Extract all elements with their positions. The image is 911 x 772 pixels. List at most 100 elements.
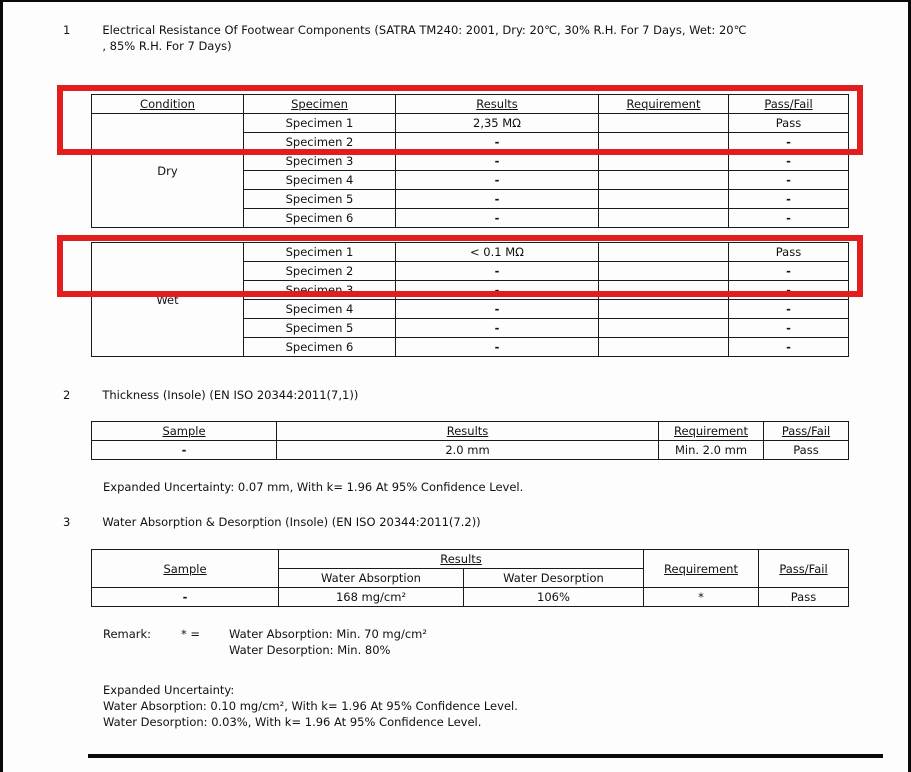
desorption-cell: 106% xyxy=(463,587,644,607)
section-2-heading: 2 Thickness (Insole) (EN ISO 20344:2011(… xyxy=(63,387,358,403)
passfail-cell: - xyxy=(728,261,849,281)
passfail-cell: - xyxy=(728,189,849,209)
col-header-results: Results xyxy=(276,421,659,441)
requirement-cell xyxy=(598,151,729,171)
col-header-specimen: Specimen xyxy=(243,94,396,114)
specimen-cell: Specimen 4 xyxy=(243,299,396,319)
specimen-cell: Specimen 3 xyxy=(243,151,396,171)
condition-cell-dry: Dry xyxy=(91,113,244,228)
table-row: Specimen 4 - - xyxy=(92,299,849,319)
remark-lines: Water Absorption: Min. 70 mg/cm² Water D… xyxy=(229,626,427,658)
sample-cell: - xyxy=(91,587,279,607)
col-header-requirement: Requirement xyxy=(658,421,764,441)
results-cell: - xyxy=(395,318,599,338)
requirement-cell xyxy=(598,299,729,319)
requirement-cell xyxy=(598,189,729,209)
table-header-row: Condition Specimen Results Requirement P… xyxy=(91,94,849,114)
table-row: Dry Specimen 1 2,35 MΩ Pass xyxy=(91,113,849,228)
specimen-cell: Specimen 6 xyxy=(243,208,396,228)
remark-block: Remark: * = Water Absorption: Min. 70 mg… xyxy=(103,626,427,658)
col-header-passfail: Pass/Fail xyxy=(728,94,849,114)
passfail-cell: Pass xyxy=(728,242,849,262)
specimen-cell: Specimen 4 xyxy=(243,170,396,190)
col-header-sample: Sample xyxy=(91,549,279,588)
condition-cell-wet: Wet xyxy=(91,242,244,357)
col-subheader-water-absorption: Water Absorption xyxy=(278,568,464,588)
passfail-cell: Pass xyxy=(763,440,849,460)
table-row: Specimen 6 - - xyxy=(92,208,849,228)
absorption-cell: 168 mg/cm² xyxy=(278,587,464,607)
uncertainty-block: Expanded Uncertainty: Water Absorption: … xyxy=(103,682,518,730)
electrical-resistance-dry-table: Condition Specimen Results Requirement P… xyxy=(91,94,849,228)
requirement-cell xyxy=(598,280,729,300)
remark-symbol: * = xyxy=(181,627,201,641)
results-cell: - xyxy=(395,208,599,228)
thickness-table: Sample Results Requirement Pass/Fail - 2… xyxy=(91,421,849,460)
table-row: Wet Specimen 1 < 0.1 MΩ Pass xyxy=(91,242,849,357)
electrical-resistance-wet-table: Wet Specimen 1 < 0.1 MΩ Pass Specimen 2 … xyxy=(91,242,849,357)
specimen-cell: Specimen 2 xyxy=(243,261,396,281)
remark-line-desorption: Water Desorption: Min. 80% xyxy=(229,643,391,657)
requirement-cell: Min. 2.0 mm xyxy=(658,440,764,460)
specimen-cell: Specimen 1 xyxy=(243,113,396,133)
passfail-cell: - xyxy=(728,151,849,171)
uncertainty-title: Expanded Uncertainty: xyxy=(103,683,235,697)
results-cell: < 0.1 MΩ xyxy=(395,242,599,262)
thickness-uncertainty-note: Expanded Uncertainty: 0.07 mm, With k= 1… xyxy=(103,480,524,494)
section-1-title: Electrical Resistance Of Footwear Compon… xyxy=(102,22,746,54)
passfail-cell: - xyxy=(728,299,849,319)
section-2-number: 2 xyxy=(63,388,71,402)
results-cell: - xyxy=(395,337,599,357)
specimen-cell: Specimen 1 xyxy=(243,242,396,262)
table-row: Specimen 2 - - xyxy=(92,132,849,152)
uncertainty-line-desorption: Water Desorption: 0.03%, With k= 1.96 At… xyxy=(103,715,482,729)
table-header-row: Sample Results Requirement Pass/Fail xyxy=(91,421,849,441)
requirement-cell xyxy=(598,208,729,228)
sample-cell: - xyxy=(91,440,277,460)
col-header-passfail: Pass/Fail xyxy=(763,421,849,441)
table-subheader-row: Water Absorption Water Desorption xyxy=(92,568,849,588)
table-row: Specimen 6 - - xyxy=(92,337,849,357)
section-1-number: 1 xyxy=(63,23,71,37)
results-cell: - xyxy=(395,189,599,209)
section-2-title: Thickness (Insole) (EN ISO 20344:2011(7,… xyxy=(102,388,359,402)
section-1-title-line2: , 85% R.H. For 7 Days) xyxy=(102,39,232,53)
col-subheader-water-desorption: Water Desorption xyxy=(463,568,644,588)
water-absorption-table: Sample Results Requirement Pass/Fail Wat… xyxy=(91,549,849,607)
uncertainty-line-absorption: Water Absorption: 0.10 mg/cm², With k= 1… xyxy=(103,699,518,713)
passfail-cell: - xyxy=(728,280,849,300)
results-cell: - xyxy=(395,261,599,281)
results-cell: 2.0 mm xyxy=(276,440,659,460)
table-row: Specimen 5 - - xyxy=(92,189,849,209)
passfail-cell: - xyxy=(728,337,849,357)
specimen-cell: Specimen 6 xyxy=(243,337,396,357)
passfail-cell: - xyxy=(728,318,849,338)
specimen-cell: Specimen 5 xyxy=(243,318,396,338)
results-cell: - xyxy=(395,132,599,152)
col-header-passfail: Pass/Fail xyxy=(758,549,849,588)
passfail-cell: Pass xyxy=(758,587,849,607)
requirement-cell xyxy=(598,318,729,338)
results-cell: 2,35 MΩ xyxy=(395,113,599,133)
section-3-number: 3 xyxy=(63,515,71,529)
results-cell: - xyxy=(395,280,599,300)
requirement-cell xyxy=(598,113,729,133)
remark-line-absorption: Water Absorption: Min. 70 mg/cm² xyxy=(229,627,427,641)
table-row: Specimen 4 - - xyxy=(92,170,849,190)
table-row: - 168 mg/cm² 106% * Pass xyxy=(91,587,849,607)
requirement-cell xyxy=(598,242,729,262)
specimen-cell: Specimen 5 xyxy=(243,189,396,209)
specimen-cell: Specimen 3 xyxy=(243,280,396,300)
results-cell: - xyxy=(395,170,599,190)
col-header-condition: Condition xyxy=(91,94,244,114)
col-header-results: Results xyxy=(278,549,644,569)
requirement-cell xyxy=(598,132,729,152)
table-header-row: Sample Results Requirement Pass/Fail xyxy=(91,549,849,588)
passfail-cell: - xyxy=(728,132,849,152)
results-cell: - xyxy=(395,151,599,171)
section-1-title-line1: Electrical Resistance Of Footwear Compon… xyxy=(102,23,747,37)
requirement-cell xyxy=(598,337,729,357)
footer-divider xyxy=(88,754,883,758)
passfail-cell: - xyxy=(728,170,849,190)
